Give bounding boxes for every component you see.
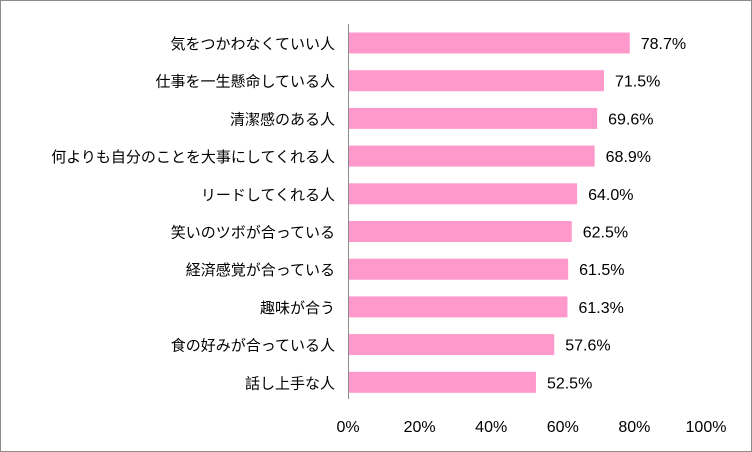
bar	[348, 296, 568, 318]
category-label: 趣味が合う	[260, 299, 335, 317]
x-tick-label: 80%	[618, 419, 650, 436]
data-label: 62.5%	[583, 225, 628, 242]
data-label: 78.7%	[641, 36, 686, 53]
category-label: 清潔感のある人	[230, 110, 335, 128]
category-label: 話し上手な人	[245, 374, 335, 392]
bar	[348, 32, 630, 54]
category-label: 食の好みが合っている人	[171, 337, 335, 355]
labels-layer: 気をつかわなくていい人 78.7% 仕事を一生懸命している人 71.5% 清潔感のある人…	[51, 35, 726, 436]
bar	[348, 70, 604, 92]
x-tick-label: 100%	[686, 419, 727, 436]
bar	[348, 334, 555, 356]
category-label: 何よりも自分のことを大事にしてくれる人	[51, 148, 335, 166]
data-label: 68.9%	[606, 149, 651, 166]
data-label: 61.3%	[578, 300, 623, 317]
bar	[348, 107, 598, 129]
bar	[348, 221, 572, 242]
data-label: 61.5%	[579, 262, 624, 279]
data-label: 69.6%	[608, 111, 653, 128]
bar	[348, 145, 595, 167]
category-label: 笑いのツボが合っている	[171, 224, 335, 242]
category-label: 経済感覚が合っている	[186, 261, 335, 279]
x-tick-label: 20%	[404, 419, 436, 436]
x-tick-label: 60%	[547, 419, 579, 436]
data-label: 52.5%	[547, 375, 592, 392]
data-label: 71.5%	[615, 74, 660, 91]
bar	[348, 371, 536, 393]
bars-layer	[348, 32, 630, 393]
category-label: リードしてくれる人	[201, 186, 335, 204]
category-label: 仕事を一生懸命している人	[155, 73, 335, 91]
bar	[348, 183, 578, 205]
data-label: 57.6%	[565, 338, 610, 355]
category-label: 気をつかわなくていい人	[170, 35, 335, 53]
x-tick-label: 40%	[475, 419, 507, 436]
bar	[348, 258, 569, 280]
data-label: 64.0%	[588, 187, 633, 204]
x-tick-label: 0%	[336, 419, 359, 436]
